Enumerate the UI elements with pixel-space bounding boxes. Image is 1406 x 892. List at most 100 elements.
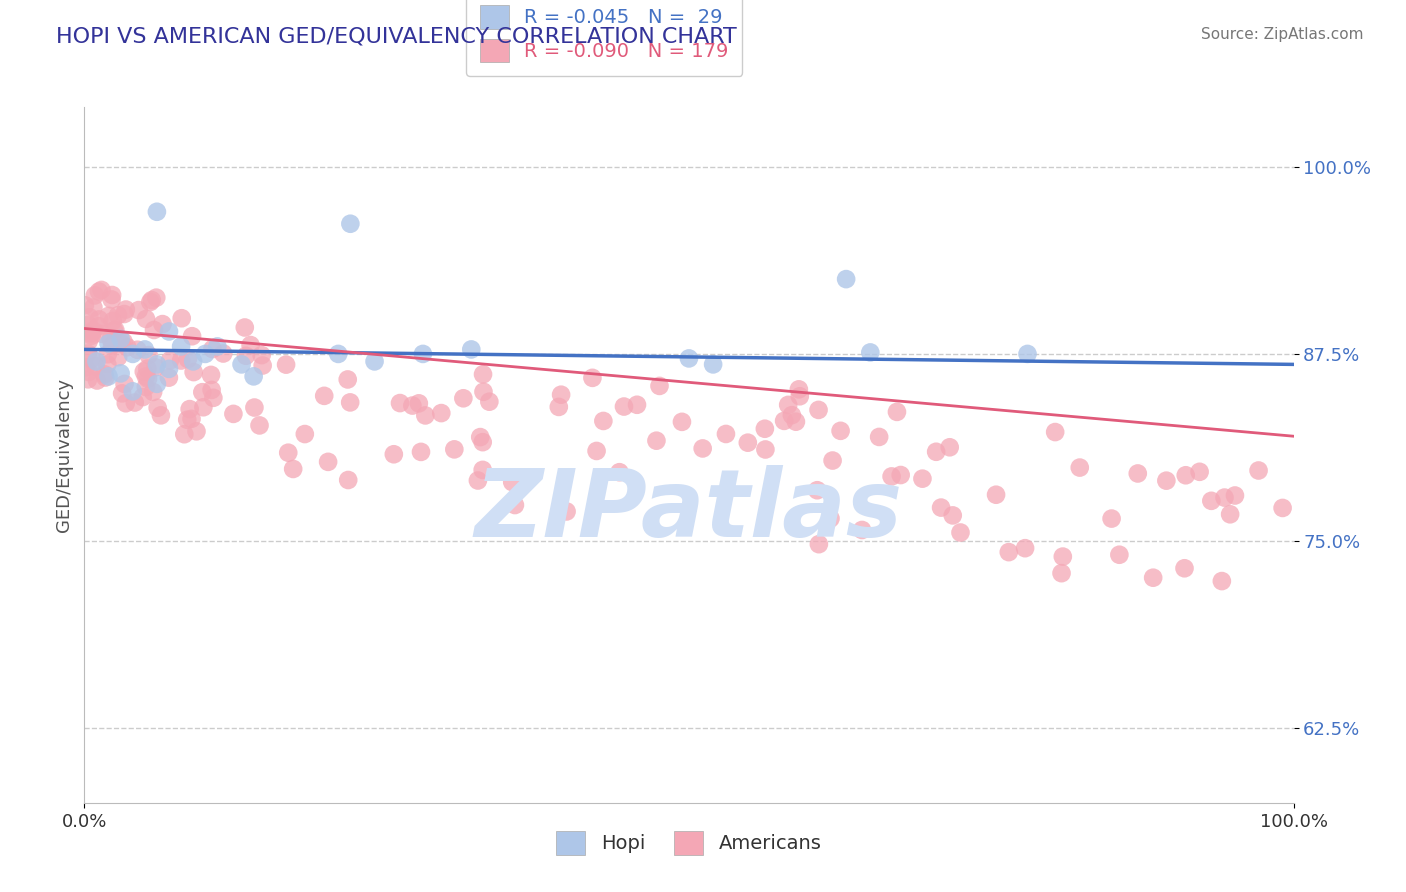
Point xyxy=(101,314,124,328)
Point xyxy=(202,391,225,405)
Point xyxy=(135,369,157,384)
Point xyxy=(170,339,193,353)
Point xyxy=(222,407,245,421)
Point xyxy=(1017,347,1039,361)
Point xyxy=(911,472,934,486)
Point xyxy=(136,361,159,376)
Point xyxy=(737,435,759,450)
Point xyxy=(1052,549,1074,564)
Point xyxy=(110,332,132,346)
Point xyxy=(274,358,297,372)
Point xyxy=(283,462,305,476)
Point xyxy=(146,401,169,415)
Point xyxy=(1174,468,1197,483)
Point xyxy=(471,435,494,450)
Point xyxy=(77,334,100,348)
Point xyxy=(132,365,155,379)
Point xyxy=(807,403,830,417)
Point xyxy=(472,368,495,382)
Point xyxy=(648,379,671,393)
Point xyxy=(157,325,180,339)
Point xyxy=(1043,425,1066,439)
Point xyxy=(94,370,117,384)
Point xyxy=(501,475,523,489)
Point xyxy=(1247,463,1270,477)
Point xyxy=(478,394,501,409)
Point xyxy=(886,405,908,419)
Point xyxy=(82,301,104,315)
Point xyxy=(176,413,198,427)
Point xyxy=(146,358,169,372)
Point xyxy=(314,389,336,403)
Point xyxy=(84,359,107,373)
Point xyxy=(1050,566,1073,581)
Point xyxy=(114,376,136,391)
Point xyxy=(890,468,912,483)
Point xyxy=(294,427,316,442)
Point xyxy=(143,323,166,337)
Point xyxy=(1156,474,1178,488)
Point xyxy=(1213,491,1236,505)
Y-axis label: GED/Equivalency: GED/Equivalency xyxy=(55,378,73,532)
Point xyxy=(135,312,157,326)
Point xyxy=(1211,574,1233,588)
Point xyxy=(820,511,842,525)
Point xyxy=(83,288,105,302)
Point xyxy=(201,383,224,397)
Point xyxy=(79,310,101,325)
Point xyxy=(415,409,437,423)
Point xyxy=(1126,467,1149,481)
Point xyxy=(1014,541,1036,556)
Point xyxy=(183,365,205,379)
Point xyxy=(128,303,150,318)
Point xyxy=(177,351,200,366)
Point xyxy=(138,348,160,362)
Point xyxy=(181,329,204,343)
Point xyxy=(93,368,115,382)
Point xyxy=(107,308,129,322)
Point xyxy=(112,334,135,349)
Point xyxy=(132,390,155,404)
Point xyxy=(149,409,172,423)
Point xyxy=(212,346,235,360)
Point xyxy=(233,320,256,334)
Point xyxy=(96,358,118,372)
Point xyxy=(121,347,143,361)
Point xyxy=(550,388,572,402)
Point xyxy=(134,343,156,357)
Point xyxy=(97,347,120,361)
Point xyxy=(111,386,134,401)
Point xyxy=(949,525,972,540)
Point xyxy=(547,400,569,414)
Point xyxy=(1173,561,1195,575)
Point xyxy=(157,362,180,376)
Point xyxy=(460,343,482,357)
Point xyxy=(938,440,960,454)
Point xyxy=(339,395,361,409)
Point xyxy=(859,345,882,359)
Point xyxy=(111,336,134,351)
Point xyxy=(780,408,803,422)
Point xyxy=(235,349,257,363)
Point xyxy=(110,367,132,381)
Point xyxy=(806,483,828,498)
Point xyxy=(1142,571,1164,585)
Point xyxy=(193,401,215,415)
Point xyxy=(830,424,852,438)
Point xyxy=(401,399,423,413)
Point xyxy=(851,523,873,537)
Point xyxy=(409,445,432,459)
Point xyxy=(453,392,475,406)
Point xyxy=(86,354,108,368)
Point xyxy=(173,427,195,442)
Point xyxy=(200,368,222,382)
Point xyxy=(778,398,800,412)
Legend: Hopi, Americans: Hopi, Americans xyxy=(548,823,830,863)
Point xyxy=(170,353,193,368)
Point xyxy=(159,353,181,368)
Point xyxy=(821,453,844,467)
Point xyxy=(104,323,127,337)
Point xyxy=(103,323,125,337)
Text: Source: ZipAtlas.com: Source: ZipAtlas.com xyxy=(1201,27,1364,42)
Point xyxy=(382,447,405,461)
